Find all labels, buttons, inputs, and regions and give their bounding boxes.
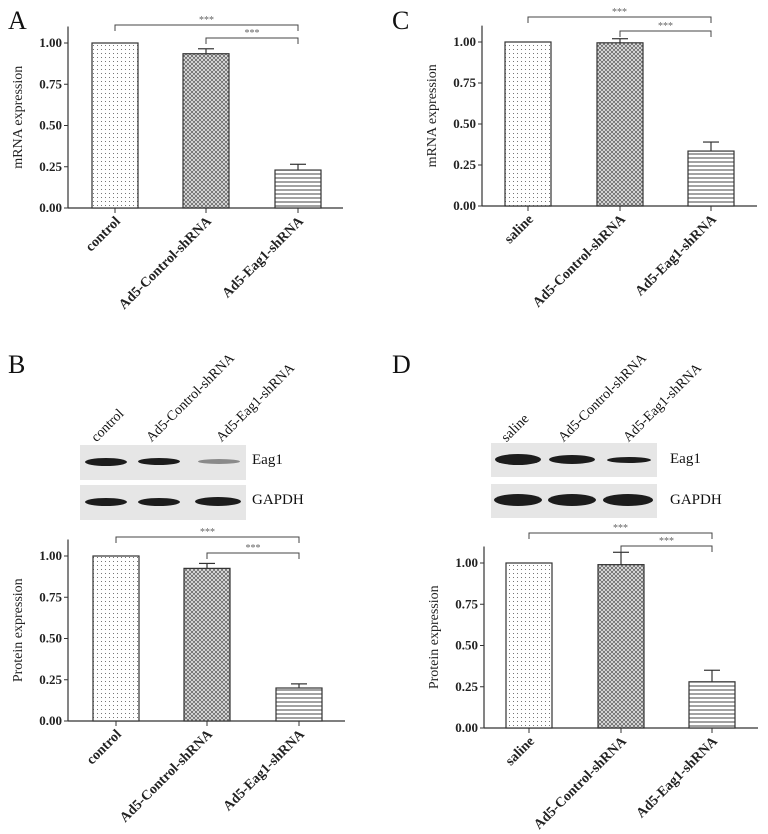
significance-bracket (528, 532, 713, 539)
x-tick-label: Ad5-Control-shRNA (531, 734, 630, 833)
y-tick-label: 0.50 (39, 631, 62, 646)
significance-label: *** (245, 28, 260, 39)
y-tick-label: 0.75 (453, 75, 476, 90)
panel-letter-d: D (392, 350, 411, 379)
y-tick-label: 0.25 (39, 159, 62, 174)
bar (91, 42, 139, 209)
x-tick-label: control (84, 727, 125, 768)
significance-bracket (619, 30, 712, 37)
x-tick-label: Ad5-Eag1-shRNA (634, 734, 722, 822)
x-tick-label: Ad5-Eag1-shRNA (221, 727, 309, 815)
bar (274, 169, 322, 209)
y-tick-label: 0.25 (453, 157, 476, 172)
blot-strip-gapdh (80, 485, 246, 520)
bar (597, 564, 645, 729)
blot-strip-eag1 (80, 445, 246, 480)
y-tick-label: 1.00 (455, 555, 478, 570)
bar (504, 41, 552, 207)
panel-letter-a: A (8, 6, 27, 35)
blot-band (85, 498, 127, 506)
significance-label: *** (659, 536, 674, 547)
significance-bracket (527, 16, 712, 23)
x-tick-label: Ad5-Control-shRNA (530, 212, 629, 311)
y-tick-label: 0.00 (455, 720, 478, 735)
y-tick-label: 0.25 (455, 679, 478, 694)
y-tick-label: 0.00 (453, 198, 476, 213)
blot-row-label: Eag1 (670, 451, 701, 467)
bar (182, 53, 230, 209)
blot-band (549, 455, 595, 464)
y-tick-label: 0.75 (39, 76, 62, 91)
y-tick-label: 0.75 (39, 589, 62, 604)
bar (688, 681, 736, 729)
blot-band (85, 458, 127, 466)
significance-label: *** (612, 7, 627, 18)
significance-bracket (115, 536, 300, 543)
y-tick-label: 0.00 (39, 713, 62, 728)
y-tick-label: 1.00 (453, 34, 476, 49)
y-tick-label: 0.00 (39, 200, 62, 215)
significance-label: *** (658, 21, 673, 32)
y-tick-label: 0.50 (453, 116, 476, 131)
bar-chart-d: 0.00 0.25 0.50 0.75 1.00 Protein expression sa… (427, 523, 758, 833)
y-axis-label: Protein expression (427, 585, 442, 689)
bar (687, 150, 735, 207)
blot-row-label: Eag1 (252, 452, 283, 468)
x-tick-label: Ad5-Control-shRNA (117, 727, 216, 826)
bar-chart-c: 0.00 0.25 0.50 0.75 1.00 mRNA expression salin… (425, 7, 757, 311)
panel-letter-c: C (392, 6, 410, 35)
blot-band (603, 494, 653, 506)
blot-band (195, 497, 241, 506)
significance-bracket (205, 37, 299, 44)
blot-band (548, 494, 596, 506)
y-axis-label: Protein expression (11, 578, 26, 682)
significance-label: *** (200, 527, 215, 538)
significance-label: *** (199, 15, 214, 26)
blot-band (138, 458, 180, 465)
panel-letter-b: B (8, 350, 26, 379)
significance-label: *** (246, 543, 261, 554)
significance-bracket (620, 545, 713, 552)
x-tick-label: Ad5-Eag1-shRNA (220, 214, 308, 302)
blot-band (607, 457, 651, 463)
blot-row-label: GAPDH (670, 492, 722, 508)
y-tick-label: 1.00 (39, 35, 62, 50)
y-tick-label: 0.75 (455, 596, 478, 611)
x-tick-label: Ad5-Control-shRNA (116, 214, 215, 313)
significance-bracket (206, 552, 300, 559)
blot-row-label: GAPDH (252, 492, 304, 508)
x-tick-label: control (83, 214, 124, 255)
bar (596, 42, 644, 207)
blot-strip-gapdh (491, 484, 657, 518)
blot-band (495, 454, 541, 465)
bar (505, 562, 553, 729)
blot-band (494, 494, 542, 506)
bar (275, 687, 323, 722)
x-tick-label: saline (502, 212, 537, 247)
y-tick-label: 0.25 (39, 672, 62, 687)
significance-label: *** (613, 523, 628, 534)
significance-bracket (114, 24, 299, 31)
bar (92, 555, 140, 722)
bar-chart-a: 0.00 0.25 0.50 0.75 1.00 mRNA expression contr… (11, 15, 343, 313)
y-tick-label: 0.50 (455, 638, 478, 653)
x-tick-label: saline (503, 734, 538, 769)
y-tick-label: 1.00 (39, 548, 62, 563)
blot-band (138, 498, 180, 506)
y-axis-label: mRNA expression (11, 66, 26, 169)
y-tick-label: 0.50 (39, 118, 62, 133)
y-axis-label: mRNA expression (425, 64, 440, 167)
x-tick-label: Ad5-Eag1-shRNA (633, 212, 721, 300)
bar-chart-b: 0.00 0.25 0.50 0.75 1.00 Protein expression co… (11, 527, 345, 826)
bar (183, 567, 231, 722)
blot-band (198, 459, 240, 464)
blot-strip-eag1 (491, 443, 657, 477)
